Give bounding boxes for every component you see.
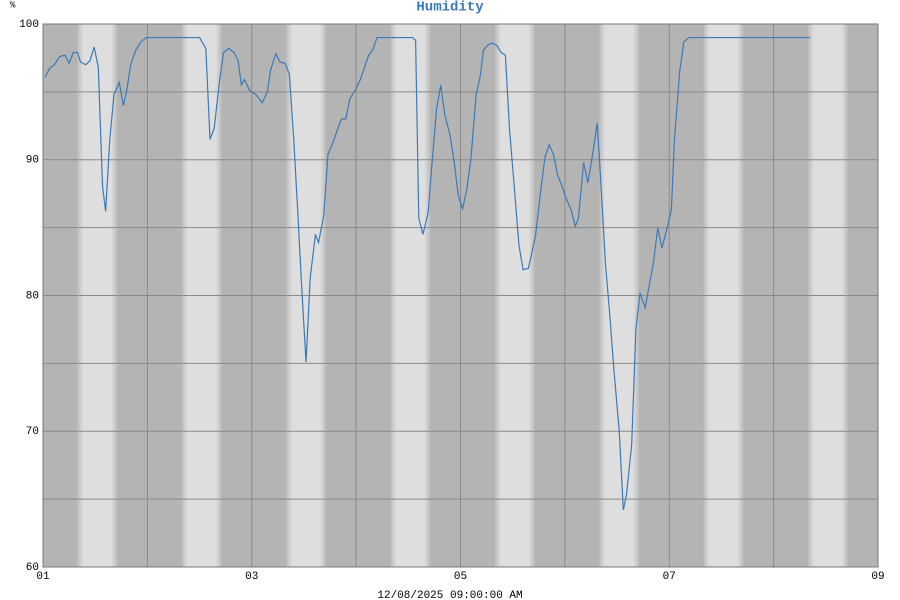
x-tick-label: 03	[245, 571, 258, 583]
y-tick-label: 80	[26, 290, 39, 302]
data-line	[44, 36, 811, 511]
x-tick-label: 01	[36, 571, 50, 583]
chart-title: Humidity	[416, 0, 484, 16]
plot-border	[42, 23, 879, 568]
y-tick-label: 100	[19, 19, 39, 31]
y-axis-label: %	[10, 0, 16, 10]
y-tick-label: 90	[26, 155, 39, 167]
x-tick-label: 05	[454, 571, 467, 583]
y-tick-label: 60	[26, 562, 39, 574]
x-tick-label: 09	[871, 571, 884, 583]
x-axis-label: 12/08/2025 09:00:00 AM	[377, 590, 522, 600]
x-tick-label: 07	[663, 571, 676, 583]
y-tick-label: 70	[26, 426, 39, 438]
